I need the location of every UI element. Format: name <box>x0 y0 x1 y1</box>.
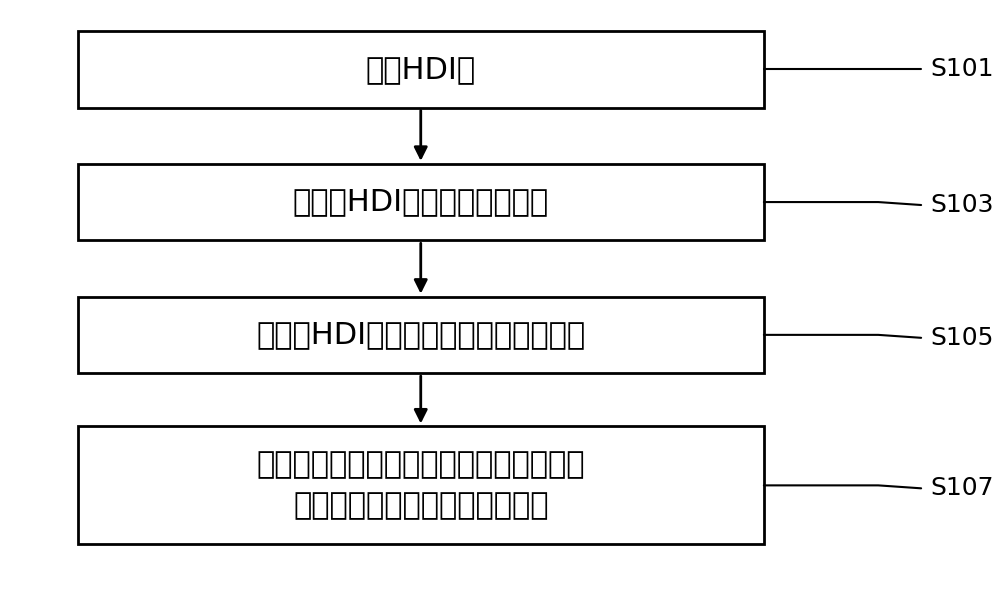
FancyBboxPatch shape <box>78 164 764 240</box>
Text: 提供HDI板: 提供HDI板 <box>366 55 476 84</box>
Text: 将所述HDI板定位于研磨台面: 将所述HDI板定位于研磨台面 <box>293 187 549 216</box>
Text: 对所述HDI板的预设缺陷位进行粗定位: 对所述HDI板的预设缺陷位进行粗定位 <box>256 320 585 349</box>
Text: 控制研磨转头以预设研磨行程及预设研磨
转速对所述预设缺陷位进行研磨: 控制研磨转头以预设研磨行程及预设研磨 转速对所述预设缺陷位进行研磨 <box>257 451 585 520</box>
FancyBboxPatch shape <box>78 31 764 107</box>
Text: S107: S107 <box>931 476 994 500</box>
FancyBboxPatch shape <box>78 296 764 373</box>
Text: S103: S103 <box>931 193 994 217</box>
Text: S105: S105 <box>931 326 994 350</box>
FancyBboxPatch shape <box>78 426 764 544</box>
Text: S101: S101 <box>931 58 994 81</box>
